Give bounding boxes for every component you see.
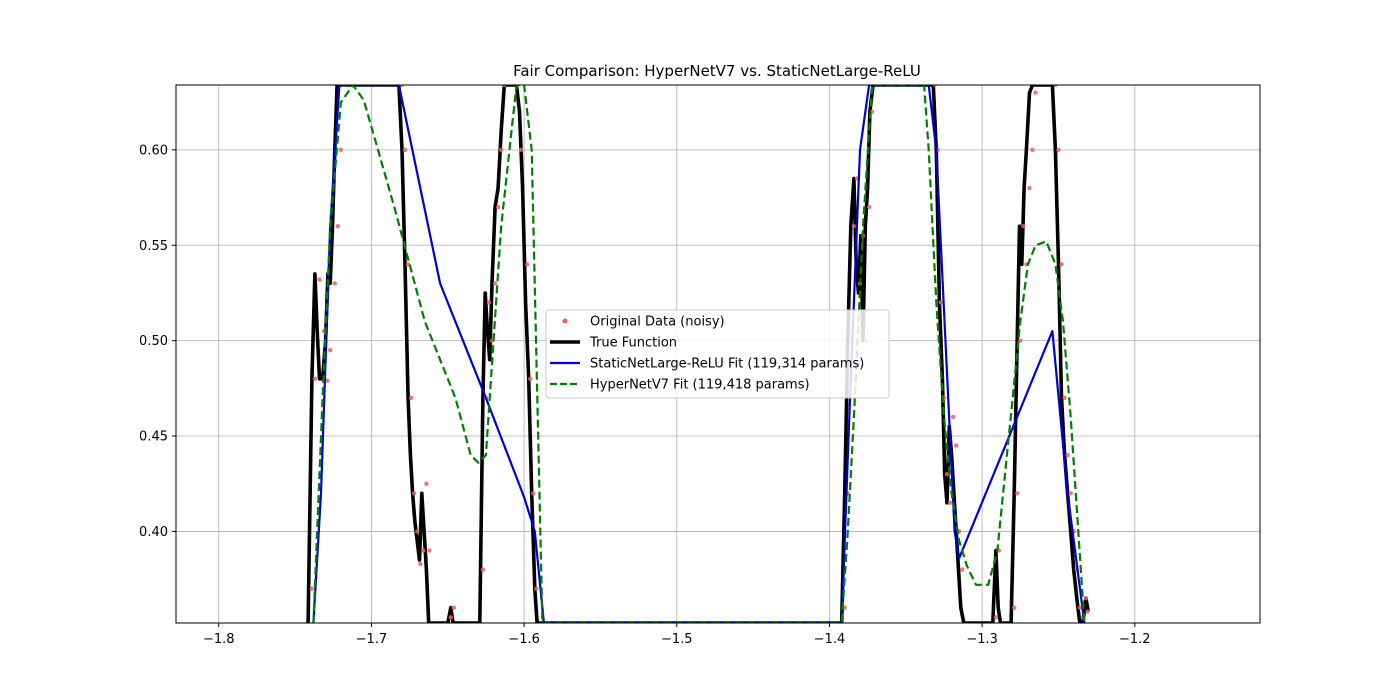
- data-point: [424, 481, 429, 486]
- data-point: [944, 471, 950, 477]
- data-point: [309, 586, 315, 591]
- x-tick-label: −1.8: [203, 632, 235, 647]
- y-tick-label: 0.40: [139, 525, 168, 540]
- data-point: [448, 615, 454, 620]
- x-tick-label: −1.5: [661, 632, 693, 647]
- data-point: [499, 147, 504, 153]
- chart-title: Fair Comparison: HyperNetV7 vs. StaticNe…: [513, 62, 921, 80]
- data-point: [524, 262, 530, 267]
- y-tick-label: 0.55: [139, 239, 168, 254]
- data-point: [408, 395, 414, 401]
- x-axis: −1.8 −1.7 −1.6 −1.5 −1.4 −1.3 −1.2: [203, 623, 1151, 647]
- data-point: [492, 281, 498, 286]
- x-tick-label: −1.4: [814, 632, 846, 647]
- data-point: [312, 376, 318, 382]
- x-tick-label: −1.2: [1119, 632, 1151, 647]
- y-tick-label: 0.50: [139, 334, 168, 349]
- data-point: [317, 277, 322, 282]
- x-tick-label: −1.3: [966, 632, 998, 647]
- data-point: [1059, 262, 1064, 267]
- data-point: [1053, 85, 1058, 88]
- data-point: [480, 567, 486, 572]
- data-point: [427, 548, 432, 553]
- data-point: [421, 548, 426, 553]
- data-point: [1085, 609, 1090, 614]
- data-point: [950, 414, 956, 420]
- data-point: [338, 147, 344, 153]
- data-point: [1015, 491, 1020, 496]
- x-tick-label: −1.6: [508, 632, 540, 647]
- data-point: [947, 500, 953, 506]
- data-point: [335, 223, 341, 229]
- legend-label: StaticNetLarge-ReLU Fit (119,314 params): [590, 357, 864, 372]
- data-point: [953, 443, 959, 448]
- data-point: [531, 491, 536, 496]
- data-point: [328, 347, 333, 353]
- data-point: [1077, 605, 1083, 610]
- data-point: [411, 491, 417, 496]
- data-point: [415, 529, 420, 534]
- data-point: [1056, 147, 1061, 153]
- data-point: [960, 567, 965, 572]
- y-axis: 0.40 0.45 0.50 0.55 0.60: [139, 143, 176, 540]
- data-point: [324, 378, 330, 383]
- data-point: [534, 586, 539, 591]
- data-point: [332, 281, 337, 286]
- data-point: [1065, 452, 1070, 458]
- data-point: [1062, 395, 1067, 401]
- series-0: [309, 85, 1090, 620]
- plot-frame: [175, 84, 1261, 624]
- y-tick-label: 0.60: [139, 143, 168, 158]
- data-point: [1011, 605, 1017, 610]
- data-point: [1068, 491, 1073, 496]
- data-point: [1030, 147, 1035, 153]
- data-point: [402, 147, 408, 153]
- data-point: [528, 376, 533, 382]
- series-2: [312, 85, 1086, 623]
- series-line: [312, 85, 1086, 623]
- data-point: [1027, 185, 1032, 191]
- legend: Original Data (noisy) True Function Static…: [545, 309, 890, 399]
- legend-box: [545, 309, 890, 399]
- y-tick-label: 0.45: [139, 430, 168, 445]
- data-point: [502, 85, 507, 88]
- data-point: [1083, 595, 1089, 601]
- legend-marker: [562, 318, 568, 324]
- data-point: [993, 615, 999, 620]
- data-point: [418, 561, 423, 567]
- legend-label: Original Data (noisy): [590, 315, 725, 330]
- legend-label: True Function: [589, 336, 677, 351]
- data-point: [399, 85, 405, 88]
- data-point: [518, 147, 524, 153]
- data-point: [932, 85, 937, 88]
- data-point: [938, 300, 944, 305]
- data-point: [486, 300, 492, 305]
- data-point: [866, 204, 872, 210]
- x-tick-label: −1.7: [356, 632, 388, 647]
- data-point: [851, 223, 857, 229]
- data-point: [451, 605, 457, 610]
- data-point: [1021, 223, 1026, 229]
- legend-label: HyperNetV7 Fit (119,418 params): [590, 378, 810, 393]
- data-point: [495, 204, 501, 210]
- data-point: [1033, 90, 1038, 95]
